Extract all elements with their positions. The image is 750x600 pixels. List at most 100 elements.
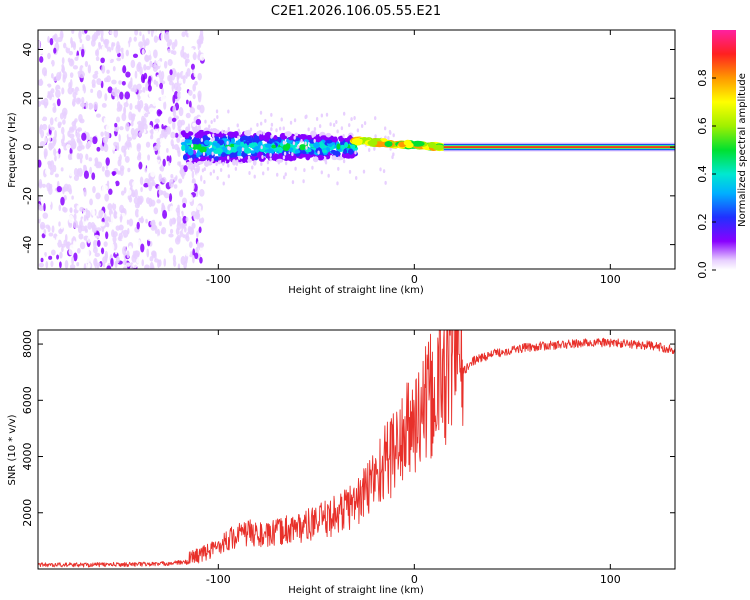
spectrogram-cell [106, 265, 112, 269]
spectrogram-cell [184, 30, 188, 36]
spectrogram-cell [87, 44, 93, 55]
spectrogram-cell [212, 169, 216, 174]
spectrogram-cell [138, 209, 141, 217]
spectrogram-frame [37, 29, 676, 270]
spectrogram-cell [83, 187, 87, 197]
spectrogram-cell [48, 90, 53, 99]
spectrogram-cell [173, 260, 177, 267]
spectrogram-cell [222, 181, 225, 186]
spectrogram-cell [67, 130, 71, 137]
spectrogram-cell [235, 140, 240, 145]
spectrogram-cell [68, 93, 73, 102]
spectrogram-cell [131, 133, 137, 140]
spectrogram-cell [69, 79, 73, 89]
spectrogram-cell [335, 119, 338, 124]
spectrogram-cell [343, 152, 352, 159]
spectrogram-cell [143, 182, 149, 188]
spectrogram-cell [60, 167, 64, 172]
spectrogram-cell [101, 44, 106, 54]
spectrogram-cell [102, 136, 108, 144]
spectrogram-cell [355, 175, 358, 180]
spectrogram-cell [102, 262, 106, 268]
spectrogram-cell [68, 170, 74, 177]
spectrogram-x-tick-label: 100 [600, 273, 621, 286]
spectrogram-cell [126, 76, 132, 82]
spectrogram-cell [140, 243, 145, 253]
spectrogram-cell [76, 262, 80, 267]
spectrogram-cell [104, 93, 108, 102]
spectrogram-cell [85, 101, 89, 109]
spectrogram-y-tick-label: 40 [21, 43, 34, 57]
spectrogram-cell [186, 131, 194, 136]
spectrogram-cell [128, 147, 132, 153]
spectrogram-cell [111, 41, 114, 51]
spectrogram-cell [129, 102, 133, 111]
spectrogram-cell [106, 222, 110, 228]
spectrogram-cell [282, 140, 286, 145]
spectrogram-cell [152, 84, 157, 90]
spectrogram-cell [152, 158, 155, 163]
spectrogram-cell [189, 107, 196, 114]
spectrogram-x-tick-label: 0 [411, 273, 418, 286]
spectrogram-cell [136, 144, 141, 152]
snr-frame [37, 329, 676, 570]
spectrogram-cell [126, 64, 131, 70]
spectrogram-cell [179, 190, 184, 198]
spectrogram-cell [128, 218, 134, 227]
spectrogram-cell [175, 55, 181, 65]
spectrogram-cell [178, 106, 184, 117]
spectrogram-cell [195, 210, 200, 218]
spectrogram-cell [147, 209, 151, 218]
spectrogram-cell [305, 134, 313, 140]
spectrogram-cell [107, 203, 113, 211]
spectrogram-cell [336, 156, 344, 161]
spectrogram-cell [121, 51, 125, 60]
spectrogram-cell [143, 105, 149, 112]
spectrogram-cell [86, 113, 90, 120]
spectrogram-cell [192, 248, 196, 257]
spectrogram-cell [56, 254, 60, 260]
spectrogram-cell [77, 90, 81, 97]
spectrogram-cell [115, 255, 120, 264]
spectrogram-cell [38, 40, 41, 49]
spectrogram-cell [324, 159, 327, 164]
spectrogram-cell [169, 238, 173, 244]
spectrogram-cell [79, 192, 84, 198]
spectrogram-cell [62, 42, 67, 49]
spectrogram-cell [141, 204, 145, 210]
spectrogram-cell [337, 166, 340, 171]
spectrogram-cell [168, 247, 174, 254]
spectrogram-cell [260, 130, 263, 135]
spectrogram-cell [47, 225, 51, 233]
spectrogram-cell [138, 161, 143, 170]
spectrogram-cell [247, 158, 252, 163]
spectrogram-cell [174, 132, 179, 138]
spectrogram-cell [39, 56, 44, 63]
spectrogram-cell [119, 91, 124, 100]
spectrogram-cell [71, 195, 74, 200]
spectrogram-cell [61, 57, 65, 65]
spectrogram-cell [191, 170, 195, 179]
spectrogram-cell [124, 162, 130, 168]
spectrogram-cell [148, 55, 152, 61]
spectrogram-cell [50, 175, 55, 182]
spectrogram-cell [108, 188, 113, 195]
spectrogram-cell [145, 38, 150, 46]
spectrogram-cell [58, 148, 61, 155]
spectrogram-cell [150, 30, 154, 38]
spectrogram-cell [79, 241, 86, 250]
spectrogram-cell [83, 40, 89, 50]
spectrogram-cell [234, 131, 240, 136]
spectrogram-cell [126, 250, 130, 259]
spectrogram-cell [161, 123, 164, 130]
spectrogram-cell [46, 155, 52, 163]
spectrogram-cell [76, 205, 80, 211]
spectrogram-cell [173, 143, 179, 151]
spectrogram-cell [185, 161, 193, 166]
spectrogram-cell [92, 186, 96, 194]
spectrogram-cell [143, 39, 146, 49]
spectrogram-cell [270, 134, 273, 139]
spectrogram-cell [319, 144, 327, 149]
spectrogram-cell [336, 181, 339, 186]
spectrogram-cell [294, 166, 297, 171]
